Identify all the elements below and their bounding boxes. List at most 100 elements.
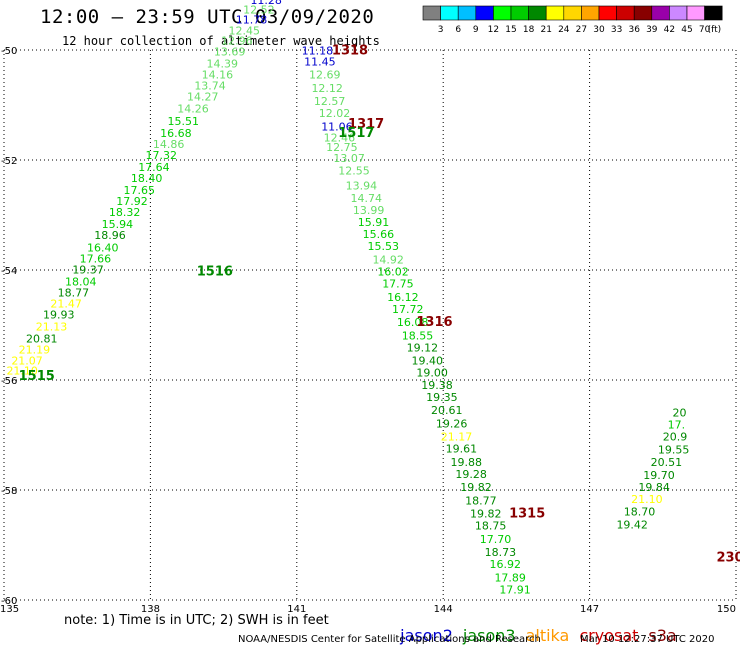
wave-height-label: 12.46 xyxy=(324,131,356,144)
wave-height-label: 20.81 xyxy=(26,333,58,346)
wave-height-label: 11.06 xyxy=(321,120,353,133)
wave-height-label: 16.08 xyxy=(397,316,429,329)
colorbar-tick-label: 21 xyxy=(540,25,551,35)
wave-height-label: 19.38 xyxy=(421,379,453,392)
x-tick-label: 150 xyxy=(717,604,736,615)
wave-height-label: 17.32 xyxy=(146,149,178,162)
wave-height-label: 12.12 xyxy=(311,82,343,95)
wave-height-label: 15.91 xyxy=(358,216,390,229)
credit-line: NOAA/NESDIS Center for Satellite Applica… xyxy=(238,634,541,645)
wave-height-label: 14.16 xyxy=(202,69,234,82)
wave-height-label: 19.70 xyxy=(643,469,675,482)
y-tick-label: -54 xyxy=(1,266,17,277)
wave-height-label: 12.69 xyxy=(309,69,341,82)
colorbar-tick-label: 39 xyxy=(646,25,658,35)
wave-height-label: 14.74 xyxy=(350,192,382,205)
legend-item-altika: altika xyxy=(525,626,570,645)
wave-height-label: 19.35 xyxy=(426,391,458,404)
wave-height-label: 11.78 xyxy=(236,14,267,27)
colorbar-tick-label: 6 xyxy=(455,25,461,35)
pass-number-label: 1318 xyxy=(332,43,368,58)
colorbar-tick-label: 36 xyxy=(628,25,640,35)
wave-height-label: 12.57 xyxy=(314,95,346,108)
colorbar-tick-label: 3 xyxy=(438,25,444,35)
wave-height-label: 18.77 xyxy=(465,494,497,507)
wave-height-label: 19.12 xyxy=(407,341,439,354)
chart-title: 12:00 – 23:59 UTC 03/09/2020 xyxy=(40,6,375,28)
wave-height-label: 19.55 xyxy=(658,444,690,457)
generated-timestamp: Mar 10 12:27:37 UTC 2020 xyxy=(580,634,715,645)
wave-height-label: 13.99 xyxy=(353,204,385,217)
legend-item-s3a: s3a xyxy=(648,626,677,645)
x-tick-label: 135 xyxy=(0,604,19,615)
wave-height-label: 19.82 xyxy=(460,481,492,494)
wave-height-label: 17.92 xyxy=(116,195,147,208)
wave-height-label: 15.94 xyxy=(102,218,134,231)
wave-height-label: 17.65 xyxy=(124,184,156,197)
wave-height-label: 14.86 xyxy=(153,138,185,151)
wave-height-label: 21.17 xyxy=(441,431,473,444)
wave-height-label: 18.32 xyxy=(109,206,141,219)
wave-height-label: 15.53 xyxy=(368,240,400,253)
x-tick-label: 138 xyxy=(141,604,160,615)
pass-number-label: 230 xyxy=(716,551,740,566)
wave-height-label: 21.10 xyxy=(6,365,37,378)
y-tick-label: -60 xyxy=(1,596,17,607)
pass-number-label: 1316 xyxy=(416,315,452,330)
colorbar-tick-label: 15 xyxy=(505,25,516,35)
wave-height-label: 17.70 xyxy=(480,533,512,546)
wave-height-label: 12.52 xyxy=(243,4,275,17)
colorbar-tick-label: 30 xyxy=(593,25,605,35)
wave-height-label: 15.51 xyxy=(167,115,199,128)
wave-height-label: 17.72 xyxy=(392,303,424,316)
chart-subtitle: 12 hour collection of altimeter wave hei… xyxy=(62,34,380,48)
wave-height-label: 18.70 xyxy=(624,505,656,518)
wave-height-label: 18.04 xyxy=(65,275,97,288)
wave-height-label: 15.66 xyxy=(363,228,395,241)
wave-height-label: 21.19 xyxy=(19,344,51,357)
wave-height-label: 17.66 xyxy=(80,252,112,265)
wave-height-label: 12.75 xyxy=(326,141,358,154)
wave-height-label: 21.10 xyxy=(631,493,663,506)
wave-height-label: 13.74 xyxy=(194,80,226,93)
legend: jason2 jason3 altika cryosat s3a xyxy=(390,607,687,645)
wave-height-label: 11.18 xyxy=(302,44,334,57)
wave-height-label: 12.96 xyxy=(221,35,253,48)
x-tick-label: 141 xyxy=(287,604,306,615)
wave-height-label: 20.51 xyxy=(651,456,683,469)
wave-height-label: 16.40 xyxy=(87,241,119,254)
footnote: note: 1) Time is in UTC; 2) SWH is in fe… xyxy=(64,613,329,628)
y-tick-label: -52 xyxy=(1,156,17,167)
wave-height-label: 21.13 xyxy=(36,321,68,334)
wave-height-label: 14.92 xyxy=(372,253,404,266)
wave-height-label: 11.45 xyxy=(304,55,336,68)
legend-item-jason3: jason3 xyxy=(462,626,516,645)
wave-height-label: 21.47 xyxy=(50,297,82,310)
wave-height-label: 18.73 xyxy=(485,546,517,559)
wave-height-label: 20 xyxy=(673,406,687,419)
wave-height-label: 18.55 xyxy=(402,329,434,342)
wave-height-label: 13.07 xyxy=(333,152,365,165)
wave-height-label: 16.68 xyxy=(160,127,192,140)
wave-height-label: 17.89 xyxy=(494,571,526,584)
colorbar-tick-label: 9 xyxy=(473,25,479,35)
pass-number-label: 1315 xyxy=(509,507,545,522)
wave-height-label: 19.26 xyxy=(436,417,468,430)
x-tick-label: 147 xyxy=(580,604,599,615)
wave-height-label: 12.45 xyxy=(228,25,259,38)
y-tick-label: -50 xyxy=(1,46,17,57)
legend-item-cryosat: cryosat xyxy=(579,626,639,645)
wave-height-label: 19.93 xyxy=(43,308,75,321)
wave-height-label: 18.96 xyxy=(94,229,126,242)
wave-height-label: 12.55 xyxy=(338,164,370,177)
wave-height-label: 12.02 xyxy=(319,107,351,120)
colorbar-tick-label: 24 xyxy=(558,25,570,35)
wave-height-label: 16.92 xyxy=(490,558,522,571)
wave-height-label: 20.9 xyxy=(663,431,688,444)
wave-height-label: 16.02 xyxy=(377,266,409,279)
colorbar: 3 6 9 12 15 18 21 24 27 30 33 36 39 42 45 70(ft) xyxy=(422,5,723,35)
wave-height-label: 19.00 xyxy=(416,367,448,380)
wave-height-label: 17.75 xyxy=(382,278,414,291)
colorbar-tick-label: 42 xyxy=(664,25,675,35)
